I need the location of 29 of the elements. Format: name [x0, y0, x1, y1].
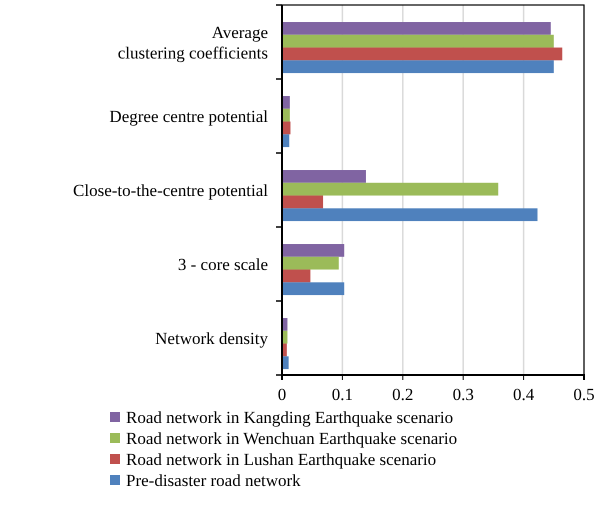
bar — [282, 256, 339, 270]
x-tick-label: 0 — [278, 385, 286, 404]
x-tick-label: 0.4 — [512, 385, 535, 404]
bar — [282, 208, 538, 222]
legend-label: Pre-disaster road network — [126, 470, 302, 490]
bar — [282, 60, 554, 74]
y-tick-label: Close-to-the-centre potential — [73, 180, 268, 200]
legend-label: Road network in Wenchuan Earthquake scenario — [126, 428, 458, 448]
x-tick-label: 0.3 — [452, 385, 474, 404]
bar — [282, 34, 554, 48]
bar — [282, 170, 366, 183]
bar — [282, 282, 344, 296]
legend-label: Road network in Kangding Earthquake scenario — [126, 408, 454, 427]
bar — [282, 22, 551, 35]
y-tick-label: 3 - core scale — [178, 254, 268, 274]
bar — [282, 182, 498, 196]
y-tick-label: Average clustering coefficients — [118, 22, 268, 62]
legend-label: Road network in Lushan Earthquake scenario — [126, 450, 436, 469]
bar — [282, 196, 324, 208]
x-tick-label: 0.2 — [392, 385, 414, 404]
x-tick-label: 0.5 — [573, 385, 595, 404]
y-tick-label: Network density — [155, 328, 268, 348]
bar — [282, 122, 290, 134]
bar — [282, 96, 290, 109]
y-tick-label: Degree centre potential — [109, 106, 268, 126]
bar — [282, 48, 562, 60]
bar — [282, 270, 310, 282]
bar — [282, 244, 344, 257]
x-tick-label: 0.1 — [332, 385, 354, 404]
